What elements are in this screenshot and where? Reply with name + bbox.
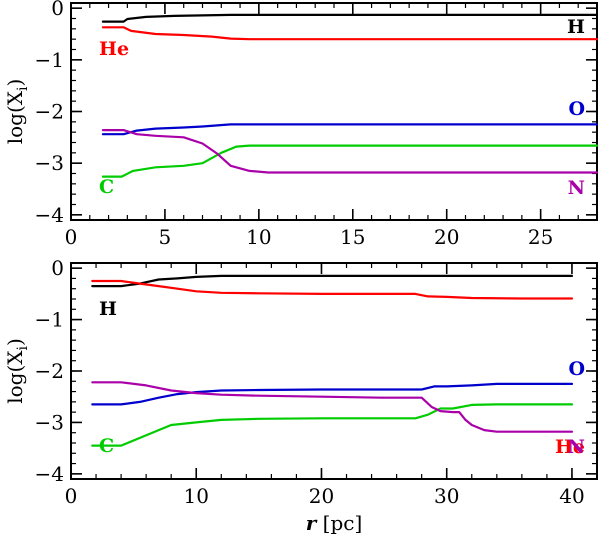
series-label-n: N [568, 177, 585, 199]
x-tick-label: 25 [528, 225, 553, 249]
series-line-o [101, 123, 599, 136]
series-label-h: H [567, 16, 585, 38]
x-tick-label: 0 [65, 225, 78, 249]
plot-frame [70, 262, 598, 480]
y-tick-label: −1 [35, 308, 64, 332]
y-tick-label: −4 [35, 203, 64, 227]
series-label-c: C [99, 435, 114, 457]
x-tick-label: 10 [184, 484, 209, 508]
x-tick-label: 20 [309, 484, 334, 508]
y-axis-title: log(Xi) [3, 79, 31, 145]
series-label-o: O [568, 98, 585, 120]
x-tick-label: 15 [340, 225, 365, 249]
panel-top: 0 5 10 15 20 25 0 −1 −2 −3 −4 log(Xi) H He O C N [3, 0, 599, 249]
y-axis-title: log(Xi) [3, 338, 31, 404]
x-tick-label: 5 [159, 225, 172, 249]
x-tick-label: 30 [434, 484, 459, 508]
series-line-n [91, 381, 574, 433]
series-label-o: O [568, 358, 585, 380]
series-line-he [91, 279, 574, 300]
plot-frame [70, 2, 598, 221]
series-label-n: N [568, 436, 585, 458]
series-line-c [101, 144, 599, 178]
y-tick-label: 0 [51, 0, 64, 20]
series-line-o [91, 382, 574, 406]
y-tick-label: −4 [35, 462, 64, 486]
x-tick-label: 10 [246, 225, 271, 249]
series-label-he: He [99, 38, 129, 60]
y-tick-label: −3 [35, 151, 64, 175]
series-line-n [101, 129, 599, 174]
y-tick-label: −2 [35, 359, 64, 383]
x-tick-label: 20 [434, 225, 459, 249]
series-line-c [91, 403, 574, 447]
series-label-he: He [555, 436, 585, 458]
y-tick-label: −1 [35, 48, 64, 72]
y-tick-label: 0 [51, 256, 64, 280]
y-tick-label: −2 [35, 100, 64, 124]
x-tick-label: 0 [65, 484, 78, 508]
x-tick-label: 40 [559, 484, 584, 508]
y-tick-label: −3 [35, 410, 64, 434]
panel-bottom: 0 10 20 30 40 0 −1 −2 −3 −4 log(Xi) r [pc] H He O C N [3, 256, 598, 535]
series-line-he [101, 26, 599, 41]
series-label-c: C [99, 176, 114, 198]
series-line-h [91, 274, 574, 288]
series-label-h: H [99, 298, 117, 320]
x-axis-title: r [pc] [306, 511, 363, 535]
series-line-h [101, 13, 599, 23]
